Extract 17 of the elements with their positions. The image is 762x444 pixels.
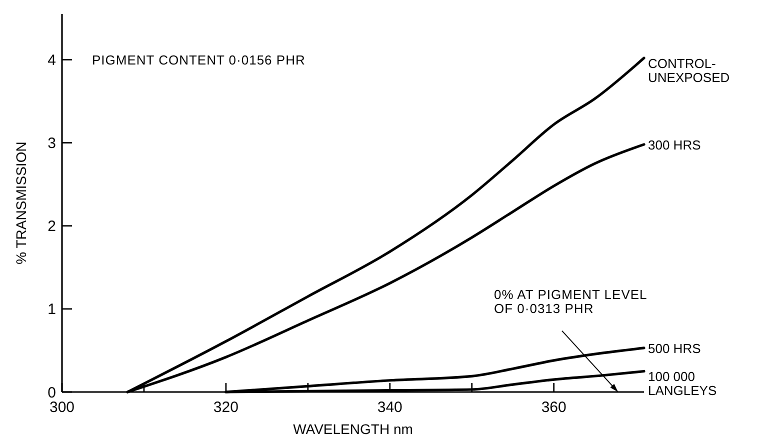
- x-tick-label: 300: [49, 399, 75, 416]
- y-tick-label: 3: [48, 135, 56, 152]
- series-label: 500 HRS: [648, 340, 702, 356]
- x-tick-label: 340: [377, 399, 402, 416]
- annotation: 0% AT PIGMENT LEVEL OF 0·0313 PHR: [494, 286, 648, 316]
- series-label: 300 HRS: [648, 137, 702, 152]
- annotation: PIGMENT CONTENT 0·0156 PHR: [92, 52, 306, 68]
- x-axis-title: WAVELENGTH nm: [293, 421, 413, 437]
- y-tick-label: 4: [48, 52, 56, 69]
- y-tick-label: 0: [48, 384, 56, 402]
- x-tick-label: 320: [213, 399, 238, 416]
- x-tick-label: 360: [541, 399, 566, 416]
- y-axis-title: % TRANSMISSION: [13, 142, 29, 264]
- series-label: CONTROL- UNEXPOSED: [648, 56, 730, 86]
- legend-label: 100 000 LANGLEYS: [648, 369, 717, 398]
- y-tick-label: 2: [48, 218, 56, 236]
- y-tick-label: 1: [48, 301, 56, 318]
